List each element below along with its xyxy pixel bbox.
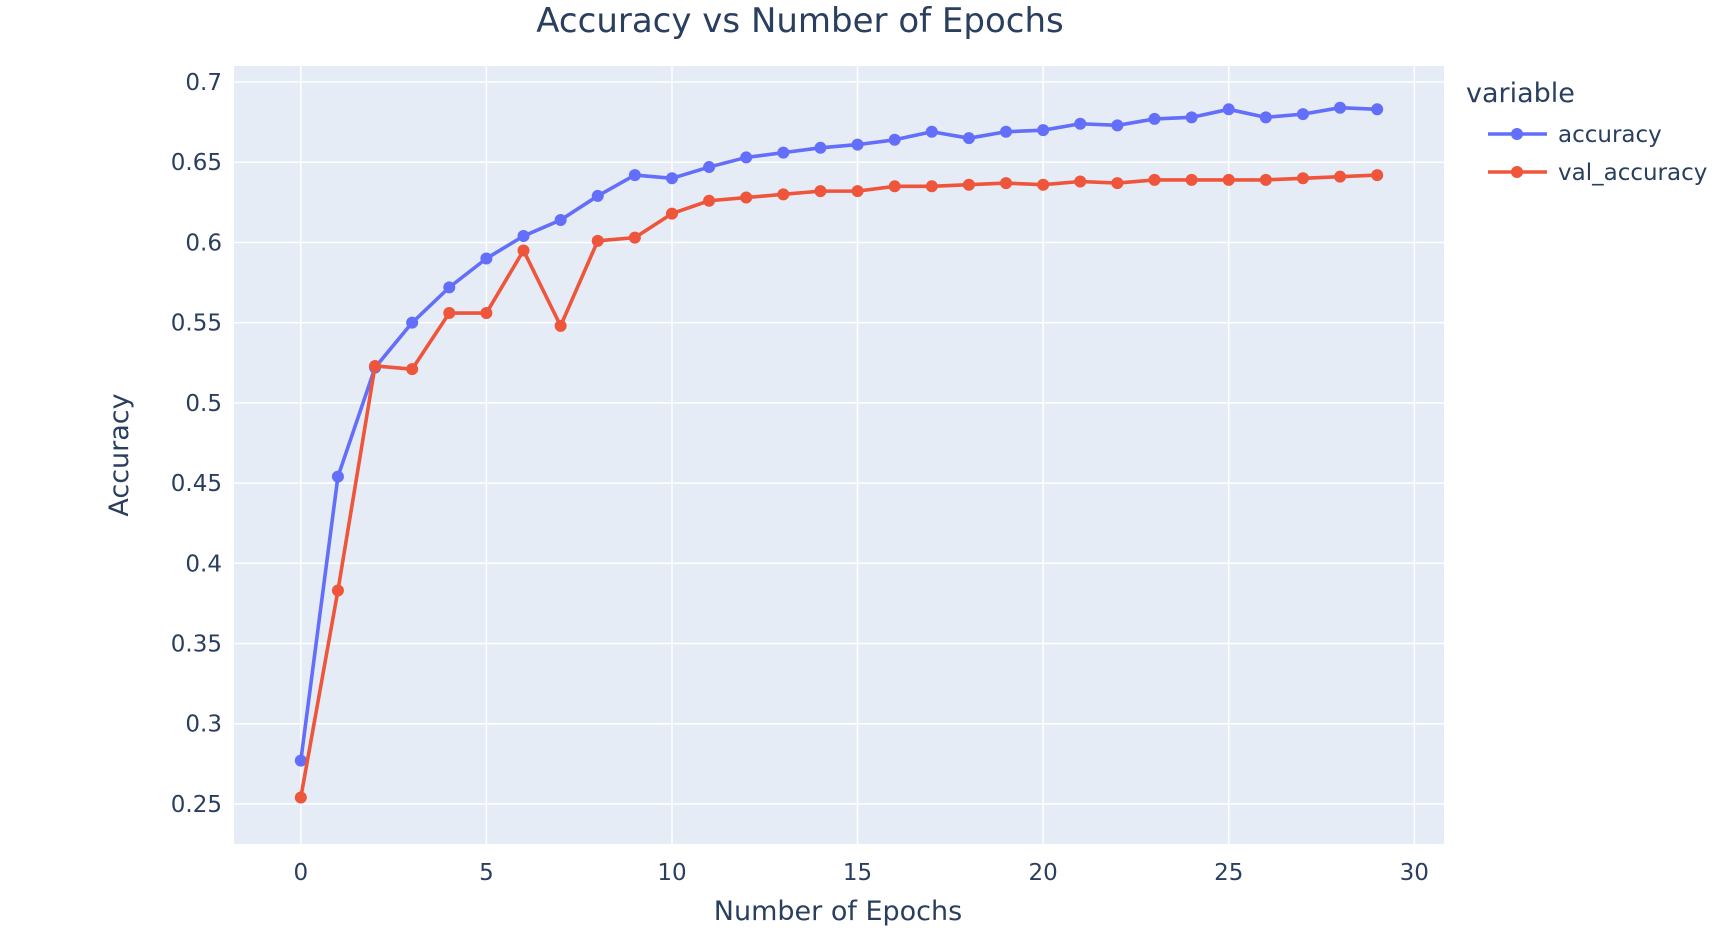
data-point-val_accuracy [1111,177,1124,190]
grid-layer [234,66,1444,844]
data-point-val_accuracy [517,244,530,257]
legend-label: accuracy [1558,122,1662,148]
series-line-val_accuracy [299,173,1379,800]
x-tick-label: 15 [843,860,872,886]
data-point-accuracy [443,281,456,294]
data-point-accuracy [814,141,827,154]
data-point-val_accuracy [1074,175,1087,188]
legend-items: accuracy val_accuracy [1488,122,1707,186]
series-val_accuracy [294,169,1384,804]
x-tick-label: 10 [657,860,686,886]
y-tick-label: 0.65 [171,150,222,176]
data-point-accuracy [628,169,641,182]
y-tick-label: 0.5 [185,391,222,417]
data-point-val_accuracy [703,194,716,207]
data-point-val_accuracy [1222,173,1235,186]
data-point-accuracy [331,470,344,483]
x-tick-label: 25 [1214,860,1243,886]
x-axis-title: Number of Epochs [714,896,962,927]
data-point-val_accuracy [1296,172,1309,185]
legend-swatch-marker [1511,128,1523,140]
chart-title: Accuracy vs Number of Epochs [536,1,1063,41]
data-point-val_accuracy [406,363,419,376]
data-point-accuracy [517,230,530,243]
data-point-accuracy [665,172,678,185]
legend-label: val_accuracy [1558,160,1707,186]
data-point-accuracy [851,138,864,151]
data-point-accuracy [1222,103,1235,116]
data-point-val_accuracy [851,185,864,198]
x-tick-label: 30 [1400,860,1429,886]
data-point-val_accuracy [1334,170,1347,183]
data-point-val_accuracy [1000,177,1013,190]
data-point-accuracy [554,213,567,226]
data-point-val_accuracy [1185,173,1198,186]
data-point-val_accuracy [814,185,827,198]
data-point-val_accuracy [443,307,456,320]
data-point-accuracy [888,133,901,146]
data-point-val_accuracy [554,319,567,332]
data-point-val_accuracy [1371,169,1384,182]
data-point-accuracy [703,161,716,174]
y-tick-label: 0.55 [171,311,222,337]
data-point-val_accuracy [665,207,678,220]
y-tick-label: 0.45 [171,471,222,497]
data-point-accuracy [1074,117,1087,130]
legend-item-val_accuracy[interactable]: val_accuracy [1488,160,1707,186]
data-point-accuracy [925,125,938,138]
data-point-accuracy [1037,124,1050,137]
data-point-accuracy [740,151,753,164]
data-point-val_accuracy [331,584,344,597]
data-point-accuracy [962,132,975,145]
x-tick-label: 20 [1029,860,1058,886]
series-accuracy [294,101,1384,767]
data-point-accuracy [1111,119,1124,132]
data-point-accuracy [1148,112,1161,125]
data-point-accuracy [294,754,307,767]
data-point-val_accuracy [777,188,790,201]
data-point-val_accuracy [591,234,604,247]
data-point-val_accuracy [294,791,307,804]
data-point-accuracy [480,252,493,265]
data-point-accuracy [1371,103,1384,116]
y-tick-label: 0.25 [171,792,222,818]
series-line-accuracy [299,105,1379,763]
legend-item-accuracy[interactable]: accuracy [1488,122,1662,148]
y-tick-label: 0.6 [185,230,222,256]
data-point-val_accuracy [1259,173,1272,186]
y-tick-label: 0.35 [171,631,222,657]
y-tick-label: 0.7 [185,70,222,96]
data-point-accuracy [1334,101,1347,114]
data-point-val_accuracy [1037,178,1050,191]
data-point-accuracy [1185,111,1198,124]
legend: variable accuracy val_accuracy [1466,78,1707,186]
series-layer [294,101,1384,804]
tick-layer: 0 5 10 15 20 25 30 0.25 0.3 0.35 0.4 0.45 0.5 0.55 0.6… [171,70,1429,886]
data-point-val_accuracy [1148,173,1161,186]
legend-title: variable [1466,78,1575,109]
x-tick-label: 0 [293,860,308,886]
legend-swatch-marker [1511,166,1523,178]
data-point-val_accuracy [369,359,382,372]
data-point-accuracy [1296,108,1309,121]
data-point-val_accuracy [628,231,641,244]
data-point-accuracy [1259,111,1272,124]
data-point-val_accuracy [925,180,938,193]
x-tick-label: 5 [479,860,494,886]
y-tick-label: 0.4 [185,551,222,577]
data-point-accuracy [591,189,604,202]
plot-area [234,66,1444,844]
y-axis-title: Accuracy [104,393,135,516]
data-point-accuracy [777,146,790,159]
data-point-accuracy [406,316,419,329]
data-point-val_accuracy [740,191,753,204]
data-point-val_accuracy [480,307,493,320]
y-tick-label: 0.3 [185,712,222,738]
data-point-accuracy [1000,125,1013,138]
data-point-val_accuracy [962,178,975,191]
data-point-val_accuracy [888,180,901,193]
